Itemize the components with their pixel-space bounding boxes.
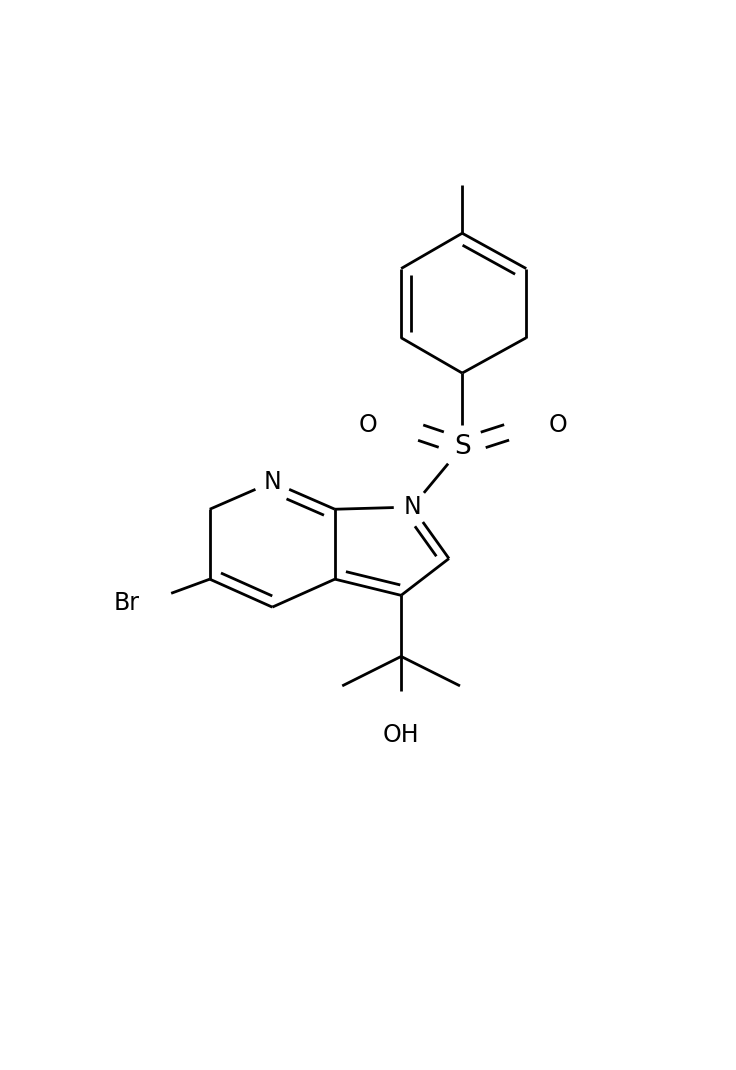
Text: Br: Br [113,592,140,615]
Text: N: N [403,495,421,519]
Text: O: O [548,413,567,437]
Text: O: O [358,413,378,437]
Text: S: S [454,433,470,460]
Text: N: N [263,470,281,494]
Text: OH: OH [383,723,420,747]
